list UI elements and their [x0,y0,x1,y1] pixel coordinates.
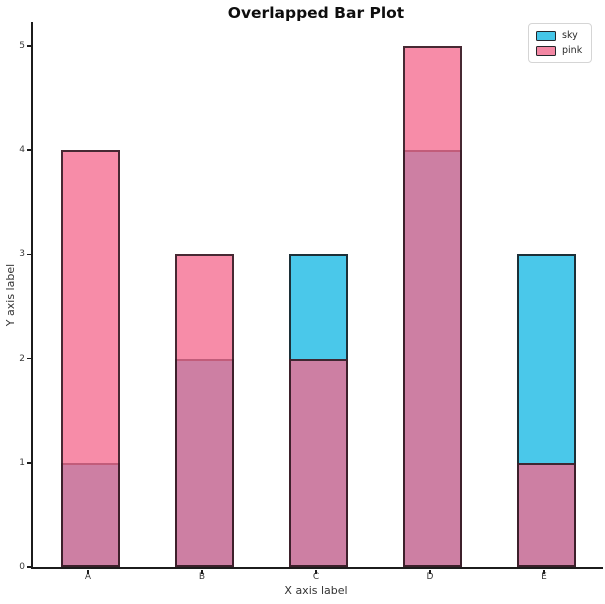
x-tick-label-D: D [426,572,434,582]
y-tick-label-3: 3 [19,249,25,260]
y-tick-mark [27,149,31,151]
y-tick-label-4: 4 [19,145,25,156]
y-tick-mark [27,357,31,360]
legend-swatch-pink [536,45,556,56]
x-tick-label-C: C [312,572,320,582]
y-tick-mark [27,253,31,256]
x-tick-mark [87,569,89,574]
bar-pink-E [516,462,576,567]
bar-pink-C [288,358,348,567]
x-axis-label: X axis label [284,584,348,597]
y-tick-label-5: 5 [19,40,25,51]
legend-entry-pink: pink [536,45,582,56]
y-tick-mark [27,462,31,464]
y-tick-mark [27,566,31,568]
y-tick-label-1: 1 [19,457,25,468]
y-axis-label: Y axis label [4,263,17,327]
x-tick-mark [201,569,203,574]
bar-pink-A [60,150,120,567]
x-tick-label-E: E [541,572,547,582]
y-tick-mark [27,45,31,47]
bar-pink-B [174,254,234,567]
y-tick-label-2: 2 [19,353,25,364]
legend-swatch-sky [536,30,556,41]
x-tick-mark [315,569,317,574]
chart-title: Overlapped Bar Plot [227,4,405,22]
y-tick-label-0: 0 [19,562,25,572]
plot-area [31,22,603,569]
bar-pink-D [402,45,462,567]
legend-label: pink [562,45,583,56]
x-tick-mark [543,569,545,574]
x-tick-label-A: A [84,572,92,582]
x-tick-label-B: B [198,572,206,582]
legend-entry-sky: sky [536,30,582,41]
x-tick-mark [429,569,431,574]
legend: sky pink [528,23,593,63]
legend-label: sky [562,30,578,41]
